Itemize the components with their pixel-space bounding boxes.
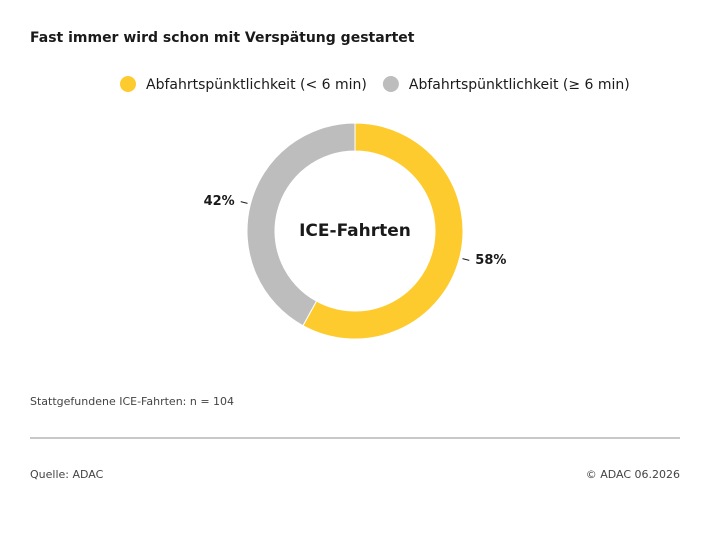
value-label: 42%: [204, 194, 235, 209]
source: Quelle: ADAC: [30, 468, 104, 481]
chart-title: Fast immer wird schon mit Verspätung ges…: [30, 30, 415, 46]
credit: © ADAC 06.2026: [586, 468, 680, 481]
label-tick: [240, 201, 248, 204]
legend-swatch: [382, 76, 399, 92]
value-label: 58%: [475, 253, 506, 268]
note: Stattgefundene ICE-Fahrten: n = 104: [30, 395, 234, 408]
donut-slice: [302, 122, 464, 340]
center-label: ICE-Fahrten: [299, 221, 411, 241]
donut-slice: [246, 122, 356, 327]
legend-label: Abfahrtspünktlichkeit (≥ 6 min): [409, 77, 630, 93]
label-tick: [462, 258, 470, 261]
legend-label: Abfahrtspünktlichkeit (< 6 min): [146, 77, 367, 93]
legend-swatch: [120, 76, 136, 92]
